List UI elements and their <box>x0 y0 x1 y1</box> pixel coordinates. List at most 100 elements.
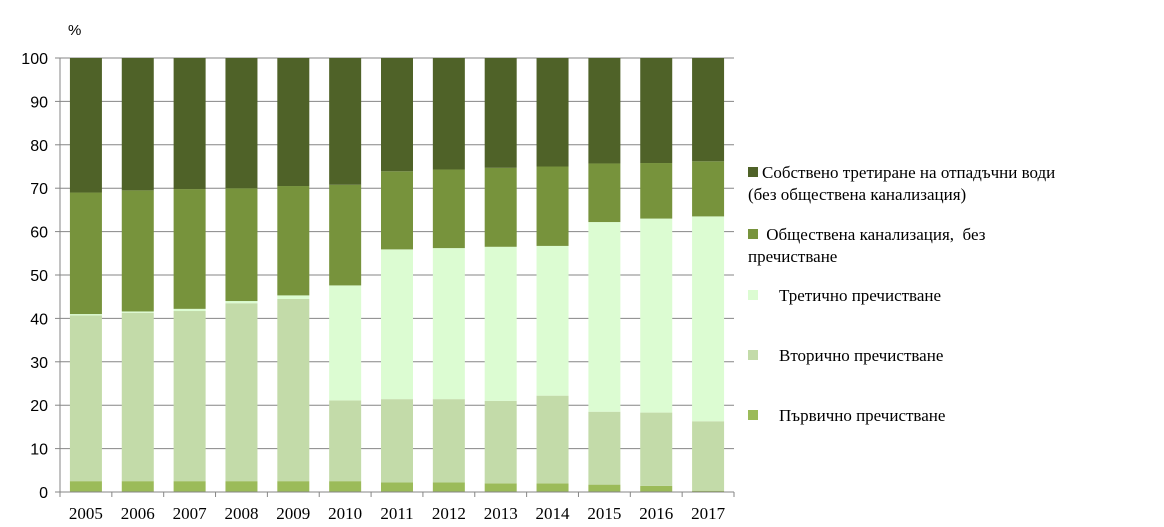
y-unit-label: % <box>68 22 81 39</box>
x-tick-label: 2009 <box>276 504 310 523</box>
y-tick-label: 100 <box>21 51 48 68</box>
bar-segment <box>277 481 310 492</box>
bar-segment <box>69 315 102 482</box>
x-tick-label: 2010 <box>328 504 362 523</box>
x-tick-label: 2013 <box>484 504 518 523</box>
bar-segment <box>640 485 673 492</box>
bar-segment <box>225 188 258 302</box>
y-tick-label: 20 <box>30 398 48 415</box>
bar-segment <box>381 58 413 172</box>
bar-segment <box>640 163 673 219</box>
bar-segment <box>277 298 310 482</box>
bar-segment <box>692 161 725 217</box>
y-tick-label: 50 <box>30 268 48 285</box>
bar-segment <box>173 311 206 482</box>
legend-swatch <box>748 167 758 177</box>
legend-label: Третично пречистване <box>762 286 942 305</box>
bar-segment <box>173 481 206 492</box>
bar-segment <box>640 58 673 164</box>
y-tick-label: 80 <box>30 138 48 155</box>
bar-segment <box>640 218 673 413</box>
bar-segment <box>484 58 517 168</box>
bar-segment <box>692 490 725 492</box>
bar-segment <box>692 58 725 162</box>
y-tick-label: 90 <box>30 94 48 111</box>
legend-label: Обществена канализация, без <box>762 225 986 244</box>
legend-label-line2: (без обществена канализация) <box>748 185 967 204</box>
bar-segment <box>173 308 206 312</box>
x-tick-label: 2005 <box>69 504 103 523</box>
bar-segment <box>329 285 362 401</box>
bar-segment <box>329 58 362 185</box>
bar-segment <box>173 189 206 309</box>
bar-segment <box>225 481 258 492</box>
bar-segment <box>225 58 258 189</box>
y-tick-label: 60 <box>30 225 48 242</box>
bar-segment <box>484 400 517 484</box>
bar-segment <box>432 248 465 400</box>
bar-segment <box>381 399 413 483</box>
bar-segment <box>69 192 102 315</box>
bar-segment <box>329 481 362 492</box>
bars <box>69 58 725 492</box>
x-tick-label: 2007 <box>173 504 208 523</box>
axes <box>59 58 735 497</box>
legend-swatch <box>748 229 758 239</box>
bar-segment <box>692 216 725 422</box>
x-tick-label: 2016 <box>639 504 673 523</box>
y-tick-labels: 0 10 20 30 40 50 60 70 80 90 100 <box>21 51 48 502</box>
bar-segment <box>277 295 310 299</box>
bar-segment <box>69 481 102 492</box>
x-tick-labels: 2005 2006 2007 2008 2009 2010 2011 2012 2013 2014… <box>69 504 726 523</box>
legend-swatch <box>748 350 758 360</box>
bar-segment <box>329 184 362 286</box>
x-tick-label: 2012 <box>432 504 466 523</box>
bar-segment <box>69 58 102 193</box>
bar-segment <box>381 249 413 400</box>
x-tick-label: 2008 <box>224 504 258 523</box>
y-tick-label: 70 <box>30 181 48 198</box>
y-tick-label: 0 <box>39 485 48 502</box>
legend-label: Вторично пречистване <box>762 346 944 365</box>
bar-segment <box>536 245 569 396</box>
x-tick-label: 2006 <box>121 504 155 523</box>
bar-segment <box>432 482 465 492</box>
bar-segment <box>225 301 258 304</box>
bar-segment <box>277 186 310 296</box>
x-tick-label: 2015 <box>587 504 621 523</box>
bar-segment <box>588 484 621 492</box>
bar-segment <box>121 58 154 191</box>
bar-segment <box>432 169 465 249</box>
bar-segment <box>329 400 362 482</box>
x-tick-label: 2017 <box>691 504 726 523</box>
y-tick-label: 40 <box>30 311 48 328</box>
bar-segment <box>173 58 206 190</box>
bar-segment <box>536 58 569 167</box>
legend-label: Собствено третиране на отпадъчни води <box>762 163 1056 182</box>
legend-swatch <box>748 410 758 420</box>
bar-segment <box>588 411 621 485</box>
bar-segment <box>381 171 413 250</box>
legend-item-tertiary: Третично пречистване <box>748 285 941 307</box>
bar-segment <box>121 312 154 482</box>
y-tick-label: 10 <box>30 442 48 459</box>
bar-segment <box>484 167 517 247</box>
y-tick-label: 30 <box>30 355 48 372</box>
bar-segment <box>588 222 621 412</box>
bar-segment <box>432 58 465 170</box>
bar-segment <box>692 421 725 491</box>
bar-segment <box>432 399 465 483</box>
bar-segment <box>484 483 517 492</box>
bar-segment <box>588 163 621 223</box>
bar-segment <box>640 412 673 486</box>
bar-segment <box>536 166 569 246</box>
x-tick-label: 2011 <box>380 504 413 523</box>
legend-item-public-sewerage: Обществена канализация, без пречистване <box>748 224 985 268</box>
bar-segment <box>536 483 569 492</box>
bar-segment <box>484 246 517 401</box>
legend-item-own-treatment: Собствено третиране на отпадъчни води (б… <box>748 162 1055 206</box>
bar-segment <box>277 58 310 187</box>
bar-segment <box>121 190 154 312</box>
bar-segment <box>588 58 621 164</box>
